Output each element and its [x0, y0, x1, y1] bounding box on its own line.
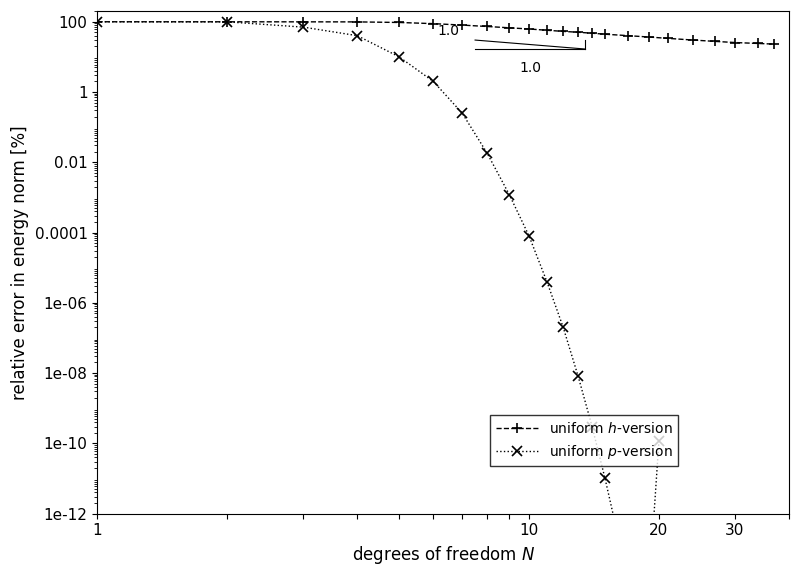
uniform $p$-version: [505, 191, 514, 198]
uniform $p$-version: [542, 278, 552, 285]
X-axis label: degrees of freedom $N$: degrees of freedom $N$: [351, 544, 534, 566]
uniform $p$-version: [612, 529, 622, 535]
Legend: uniform $h$-version, uniform $p$-version: uniform $h$-version, uniform $p$-version: [490, 415, 678, 466]
uniform $p$-version: [458, 110, 467, 117]
uniform $h$-version: [222, 18, 232, 25]
uniform $p$-version: [482, 150, 492, 157]
uniform $h$-version: [542, 27, 552, 33]
uniform $p$-version: [600, 475, 610, 482]
uniform $h$-version: [298, 18, 308, 25]
uniform $p$-version: [587, 423, 597, 430]
uniform $h$-version: [429, 20, 438, 27]
uniform $p$-version: [93, 18, 102, 25]
uniform $p$-version: [353, 32, 362, 39]
uniform $h$-version: [353, 18, 362, 25]
uniform $h$-version: [93, 18, 102, 25]
Line: uniform $h$-version: uniform $h$-version: [93, 17, 779, 49]
uniform $h$-version: [394, 19, 404, 26]
uniform $h$-version: [558, 28, 568, 35]
uniform $p$-version: [429, 78, 438, 85]
uniform $h$-version: [587, 30, 597, 37]
uniform $p$-version: [394, 53, 404, 60]
Y-axis label: relative error in energy norm [%]: relative error in energy norm [%]: [11, 125, 29, 400]
uniform $p$-version: [222, 18, 232, 25]
uniform $p$-version: [298, 24, 308, 31]
uniform $h$-version: [624, 32, 634, 39]
uniform $p$-version: [654, 437, 664, 444]
uniform $h$-version: [770, 40, 779, 47]
uniform $h$-version: [645, 33, 654, 40]
uniform $h$-version: [524, 25, 534, 32]
uniform $h$-version: [710, 38, 720, 45]
Line: uniform $p$-version: uniform $p$-version: [93, 17, 664, 577]
uniform $p$-version: [574, 373, 583, 380]
Text: 1.0: 1.0: [438, 24, 459, 38]
Text: 1.0: 1.0: [519, 61, 541, 75]
uniform $h$-version: [754, 40, 763, 47]
uniform $h$-version: [458, 21, 467, 28]
uniform $h$-version: [663, 35, 673, 42]
uniform $p$-version: [558, 324, 568, 331]
uniform $h$-version: [574, 29, 583, 36]
uniform $h$-version: [688, 36, 698, 43]
uniform $h$-version: [730, 39, 740, 46]
uniform $p$-version: [524, 233, 534, 239]
uniform $h$-version: [600, 31, 610, 38]
uniform $h$-version: [482, 23, 492, 30]
uniform $h$-version: [505, 24, 514, 31]
